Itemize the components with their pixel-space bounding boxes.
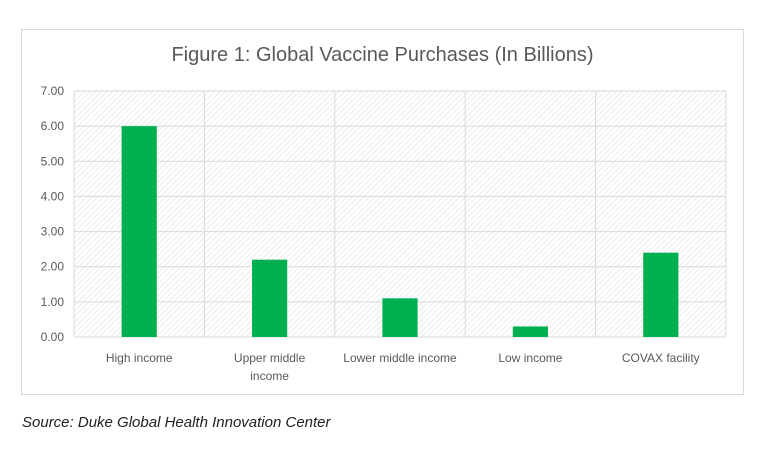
x-tick-label: Lower middle income xyxy=(343,351,457,365)
y-tick-label: 3.00 xyxy=(41,225,65,239)
x-tick-label: COVAX facility xyxy=(622,351,700,365)
y-tick-label: 1.00 xyxy=(41,295,65,309)
bar xyxy=(643,252,679,337)
source-note: Source: Duke Global Health Innovation Ce… xyxy=(22,414,331,431)
x-tick-label: Upper middle xyxy=(234,351,306,365)
chart-title: Figure 1: Global Vaccine Purchases (In B… xyxy=(171,44,594,66)
y-tick-label: 2.00 xyxy=(41,260,65,274)
y-tick-label: 5.00 xyxy=(41,154,65,168)
y-tick-label: 0.00 xyxy=(41,330,65,344)
plot-area xyxy=(74,91,726,337)
bar xyxy=(121,126,157,338)
y-tick-label: 6.00 xyxy=(41,119,65,133)
x-tick-label: income xyxy=(250,369,289,383)
bar xyxy=(251,259,288,337)
x-tick-label: High income xyxy=(106,351,173,365)
bar xyxy=(382,298,418,337)
x-tick-label: Low income xyxy=(498,351,562,365)
y-tick-label: 7.00 xyxy=(41,84,65,98)
bar xyxy=(512,326,549,337)
y-tick-label: 4.00 xyxy=(41,189,65,203)
